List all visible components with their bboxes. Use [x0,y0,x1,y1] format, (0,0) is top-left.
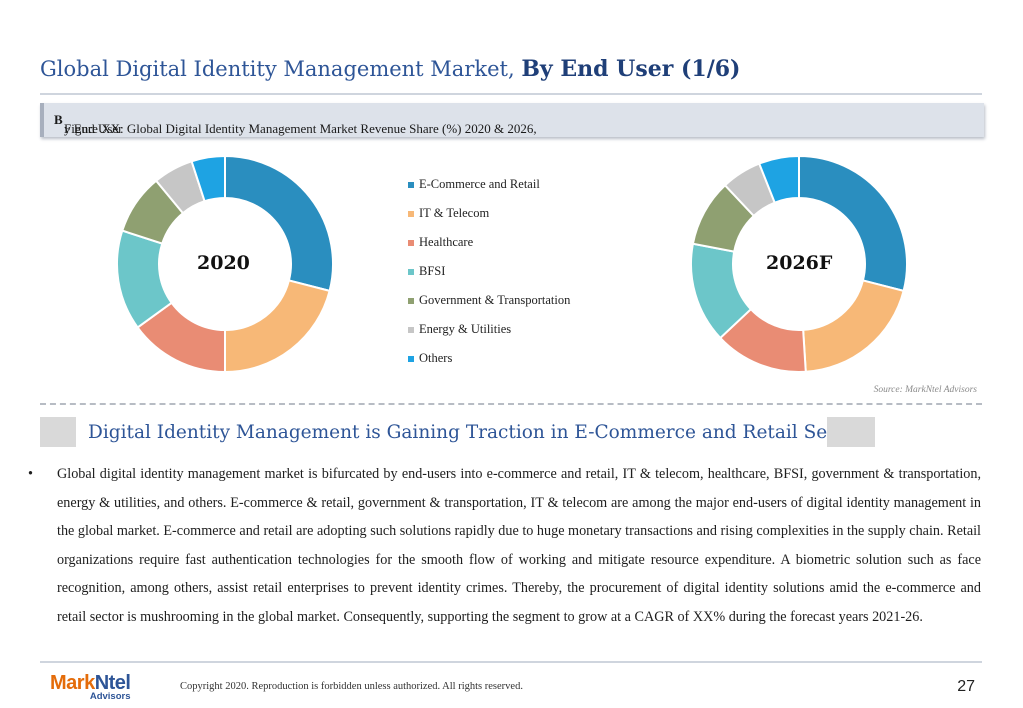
legend-item: Healthcare [408,228,570,257]
source-note: Source: MarkNtel Advisors [873,385,977,395]
donut-chart-2020 [116,155,334,373]
legend-swatch [408,181,414,188]
donut-slice-e-commerce-and-retail [798,155,908,293]
donut-slice-it-telecom [224,279,331,373]
legend-label: Energy & Utilities [419,322,512,336]
legend-swatch [408,210,414,217]
donut-slice-others [757,155,800,204]
legend-label: E-Commerce and Retail [419,177,540,191]
page-title: Global Digital Identity Management Marke… [40,56,740,82]
donut-label-2026f: 2026F [766,252,833,274]
donut-slice-others [190,155,226,203]
legend-item: E-Commerce and Retail [408,170,570,199]
legend-swatch [408,326,414,333]
logo-subtitle: Advisors [89,691,131,702]
figure-caption-pre: Figure XX: Global Digital Identity Manag… [64,121,537,136]
body-paragraph-block: • Global digital identity management mar… [28,460,981,631]
section-accent-left [40,417,76,447]
section-accent-right [827,417,875,447]
figure-caption-bold: B [54,112,63,127]
logo-wordmark: MarkNtel [50,672,131,695]
bottom-divider [40,661,982,663]
chart-legend: E-Commerce and Retail IT & Telecom Healt… [408,170,570,373]
donut-chart-2026f [690,155,908,373]
figure-caption: Figure XX: Global Digital Identity Manag… [54,112,537,136]
donut-slice-it-telecom [802,279,905,373]
body-paragraph: Global digital identity management marke… [57,466,981,625]
figure-caption-post: y End User [64,121,123,136]
page-number: 27 [957,678,975,695]
top-divider [40,93,982,95]
legend-item: Government & Transportation [408,286,570,315]
company-logo: MarkNtel Advisors [50,672,131,702]
legend-label: Government & Transportation [419,293,571,307]
dashed-divider [40,403,982,405]
legend-item: BFSI [408,257,570,286]
legend-label: Others [419,351,453,365]
page-title-prefix: Global Digital Identity Management Marke… [40,57,522,81]
copyright-text: Copyright 2020. Reproduction is forbidde… [180,681,523,692]
figure-caption-bar: Figure XX: Global Digital Identity Manag… [40,103,984,137]
legend-item: Others [408,344,570,373]
legend-swatch [408,297,414,304]
logo-wordmark-b: Ntel [94,672,131,694]
bullet-marker: • [28,466,33,482]
logo-wordmark-a: Mark [50,672,95,694]
legend-swatch [408,239,414,246]
legend-item: Energy & Utilities [408,315,570,344]
section-header: Digital Identity Management is Gaining T… [40,417,875,447]
legend-swatch [408,268,414,275]
donut-label-2020: 2020 [197,252,250,274]
legend-label: Healthcare [419,235,474,249]
page-title-emphasis: By End User (1/6) [521,56,741,82]
section-title: Digital Identity Management is Gaining T… [88,422,865,443]
legend-item: IT & Telecom [408,199,570,228]
legend-label: IT & Telecom [419,206,490,220]
donut-slice-e-commerce-and-retail [224,155,334,293]
legend-swatch [408,355,414,362]
legend-label: BFSI [419,264,446,278]
